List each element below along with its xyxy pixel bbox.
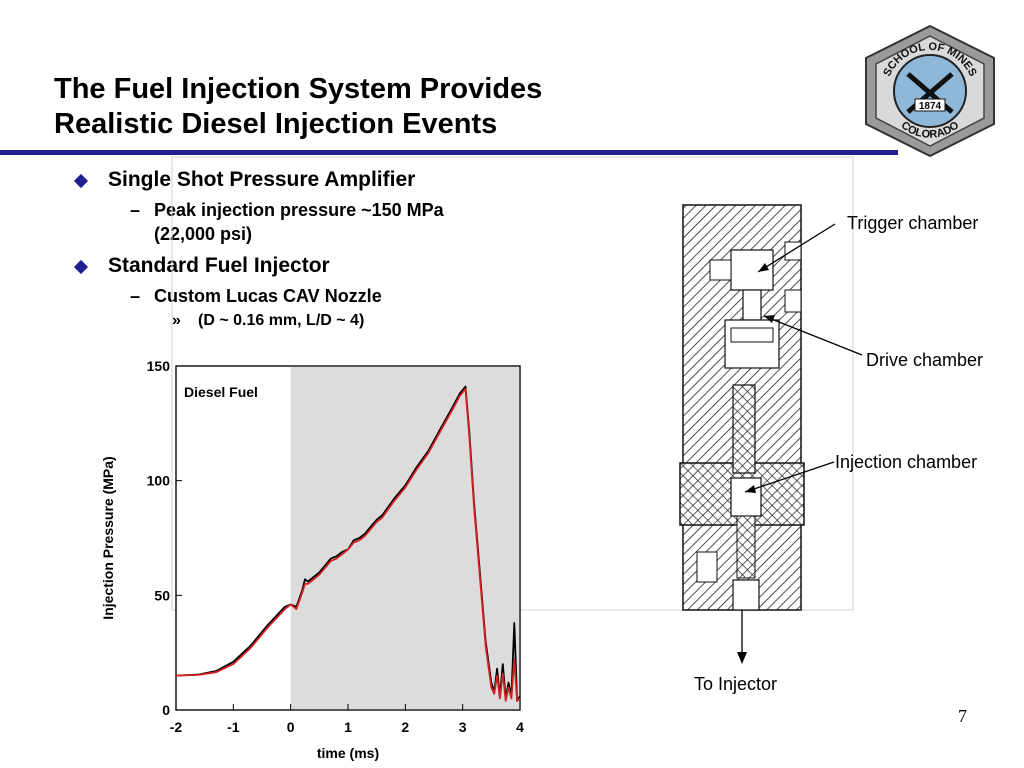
y-tick-label: 100 — [147, 473, 171, 489]
x-tick-label: 4 — [516, 719, 524, 735]
bullet-1-sub-1: – Peak injection pressure ~150 MPa (22,0… — [70, 198, 610, 246]
trigger-port — [709, 259, 732, 281]
series-line-1 — [175, 385, 521, 702]
shaded-region — [290, 366, 520, 710]
chevron-bullet-icon: » — [172, 312, 181, 329]
lower-port — [696, 551, 718, 583]
trigger-chamber-label: Trigger chamber — [847, 213, 979, 233]
title-rule — [0, 150, 898, 155]
series-line-2 — [175, 387, 521, 702]
school-of-mines-logo: 1874 SCHOOL OF MINES COLORADO — [865, 24, 995, 158]
x-tick-label: 2 — [401, 719, 409, 735]
pressure-chart: -2 -1 0 1 2 3 4 0 50 100 150 Diesel Fuel time (ms)… — [100, 358, 524, 761]
x-tick-label: 1 — [344, 719, 352, 735]
bullet-2-sub-1: – Custom Lucas CAV Nozzle — [70, 284, 610, 308]
injection-chamber-label: Injection chamber — [835, 452, 978, 472]
page-number: 7 — [958, 706, 967, 726]
dash-bullet-icon: – — [130, 200, 141, 220]
drive-chamber — [724, 319, 780, 369]
x-axis-label: time (ms) — [317, 745, 379, 761]
bullet-2-sub-sub-1: » (D ~ 0.16 mm, L/D ~ 4) — [70, 310, 610, 332]
drive-chamber-label: Drive chamber — [866, 350, 984, 370]
slide-title-line-1: The Fuel Injection System Provides — [54, 73, 543, 105]
bullet-2-sub-sub-1-text: (D ~ 0.16 mm, L/D ~ 4) — [198, 312, 365, 329]
outlet-bore — [732, 579, 760, 611]
side-port-top — [784, 241, 802, 261]
to-injector-label: To Injector — [694, 674, 778, 694]
y-tick-label: 150 — [147, 358, 171, 374]
x-tick-label: 0 — [287, 719, 295, 735]
x-tick-label: -2 — [170, 719, 183, 735]
x-tick-label: 3 — [459, 719, 467, 735]
plunger — [732, 384, 756, 474]
bullet-1-text: Single Shot Pressure Amplifier — [108, 168, 416, 191]
injection-chamber — [730, 477, 762, 517]
logo-year: 1874 — [919, 101, 942, 112]
bullet-1-sub-1-text-2: (22,000 psi) — [154, 224, 253, 244]
lower-channel — [736, 515, 756, 579]
y-axis-label: Injection Pressure (MPa) — [100, 456, 116, 619]
bullet-2-text: Standard Fuel Injector — [108, 254, 330, 277]
slide-title: The Fuel Injection System Provides Reali… — [54, 72, 834, 142]
dash-bullet-icon: – — [130, 286, 141, 306]
bullet-list: Single Shot Pressure Amplifier – Peak in… — [70, 166, 610, 332]
side-port-mid — [784, 289, 802, 313]
slide-title-line-2: Realistic Diesel Injection Events — [54, 108, 498, 140]
bullet-1-sub-1-text: Peak injection pressure ~150 MPa — [154, 200, 444, 220]
y-tick-label: 50 — [154, 587, 170, 603]
y-tick-label: 0 — [162, 702, 170, 718]
bullet-2: Standard Fuel Injector — [70, 252, 610, 280]
upper-stem — [742, 289, 762, 321]
pressure-amplifier-diagram — [679, 204, 863, 664]
chart-annotation: Diesel Fuel — [184, 384, 258, 400]
x-tick-label: -1 — [227, 719, 240, 735]
bullet-2-sub-1-text: Custom Lucas CAV Nozzle — [154, 286, 382, 306]
drive-piston — [730, 327, 774, 343]
bullet-1: Single Shot Pressure Amplifier — [70, 166, 610, 194]
